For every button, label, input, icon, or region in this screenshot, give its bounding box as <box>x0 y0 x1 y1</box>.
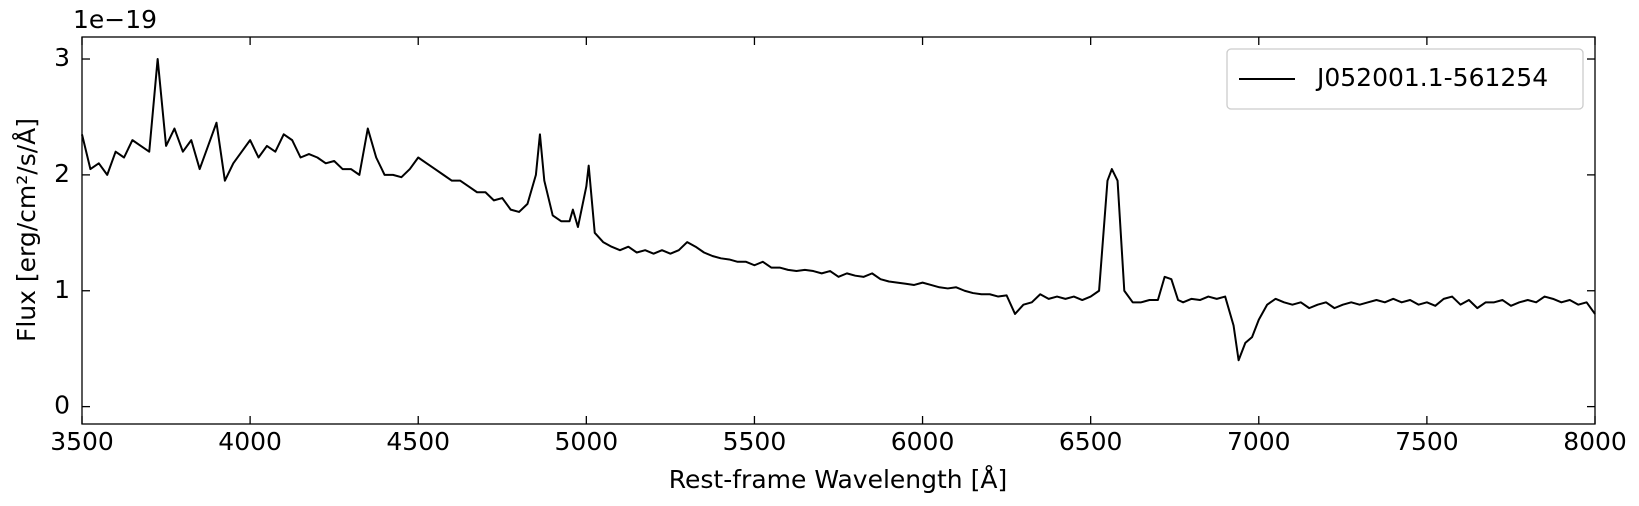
x-tick-label: 4000 <box>218 427 282 456</box>
x-tick-label: 3500 <box>50 427 114 456</box>
x-tick-label: 7000 <box>1227 427 1291 456</box>
legend-box <box>1226 48 1584 110</box>
x-tick-label: 5500 <box>723 427 787 456</box>
plot-frame <box>81 36 1596 425</box>
y-offset-label: 1e−19 <box>73 5 157 34</box>
legend-label: J052001.1-561254 <box>1315 63 1548 92</box>
x-tick-label: 5000 <box>555 427 619 456</box>
spectrum-line <box>81 58 1596 362</box>
x-tick-label: 6500 <box>1059 427 1123 456</box>
x-tick-label: 4500 <box>386 427 450 456</box>
x-axis-label: Rest-frame Wavelength [Å] <box>669 465 1007 494</box>
x-tick-label: 6000 <box>891 427 955 456</box>
y-tick-label: 0 <box>54 391 70 420</box>
y-tick-label: 2 <box>54 159 70 188</box>
y-tick-label: 1 <box>54 275 70 304</box>
x-tick-label: 8000 <box>1563 427 1627 456</box>
y-axis-label: Flux [erg/cm²/s/Å] <box>12 118 41 342</box>
y-tick-label: 3 <box>54 43 70 72</box>
x-tick-label: 7500 <box>1395 427 1459 456</box>
